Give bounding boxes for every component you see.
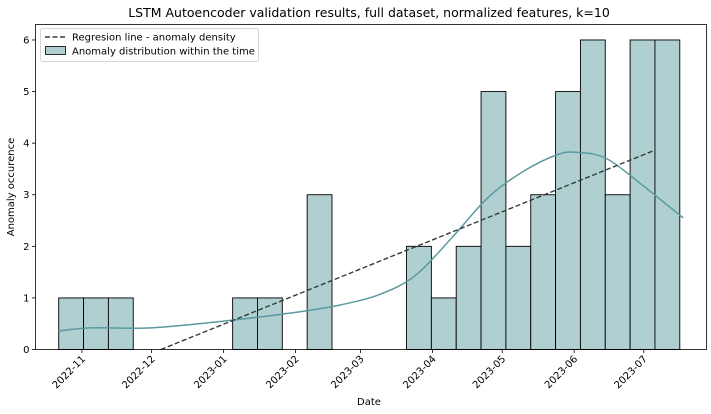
x-tick-label: 2023-06 [543, 354, 580, 391]
histogram-bar [530, 194, 557, 350]
kde-curve [58, 151, 684, 332]
legend: Regresion line - anomaly density Anomaly… [40, 28, 259, 62]
histogram-bar [505, 245, 532, 350]
histogram-bar [232, 297, 258, 350]
y-axis: 0 1 2 3 4 5 6 [23, 35, 36, 356]
histogram-bar [406, 245, 432, 350]
x-axis: 2022-11 2022-12 2023-01 2023-02 2023-03 2023-… [51, 349, 650, 391]
histogram-bars [58, 39, 681, 350]
chart-title: LSTM Autoencoder validation results, ful… [128, 5, 610, 20]
histogram-bar [604, 194, 631, 350]
histogram-bar [107, 297, 134, 350]
histogram-bar [58, 297, 85, 350]
x-tick-label: 2022-12 [120, 354, 157, 391]
y-tick-label: 3 [23, 190, 29, 201]
y-tick-label: 0 [23, 345, 29, 356]
x-tick-label: 2023-07 [613, 354, 650, 391]
y-tick-label: 6 [23, 35, 29, 46]
histogram-bar [83, 297, 109, 350]
y-tick-label: 1 [23, 293, 29, 304]
histogram-bar [579, 39, 606, 350]
x-tick-label: 2023-02 [264, 354, 301, 391]
regression-line [160, 150, 654, 351]
y-tick-label: 2 [23, 242, 29, 253]
x-tick-label: 2023-01 [192, 354, 229, 391]
histogram-bar [654, 39, 681, 350]
x-tick-label: 2023-03 [329, 354, 366, 391]
histogram-bar [257, 297, 283, 350]
x-tick-label: 2023-05 [471, 354, 508, 391]
histogram-bar [430, 297, 457, 350]
histogram-bar [455, 245, 482, 350]
y-axis-label: Anomaly occurence [6, 138, 17, 237]
chart-lines [58, 150, 684, 351]
y-tick-label: 4 [23, 139, 29, 150]
histogram-bar [480, 91, 507, 350]
x-tick-label: 2022-11 [51, 354, 88, 391]
legend-box [40, 28, 259, 62]
histogram-bar [629, 39, 656, 350]
legend-entry-regression: Regresion line - anomaly density [72, 33, 236, 44]
y-tick-label: 5 [23, 87, 29, 98]
x-tick-label: 2023-04 [401, 354, 438, 391]
x-axis-label: Date [357, 397, 381, 408]
legend-entry-distribution: Anomaly distribution within the time [72, 47, 255, 58]
plot-frame [35, 24, 707, 350]
legend-bar-swatch [45, 46, 66, 55]
histogram-bar [555, 91, 581, 350]
histogram-bar [306, 194, 333, 350]
